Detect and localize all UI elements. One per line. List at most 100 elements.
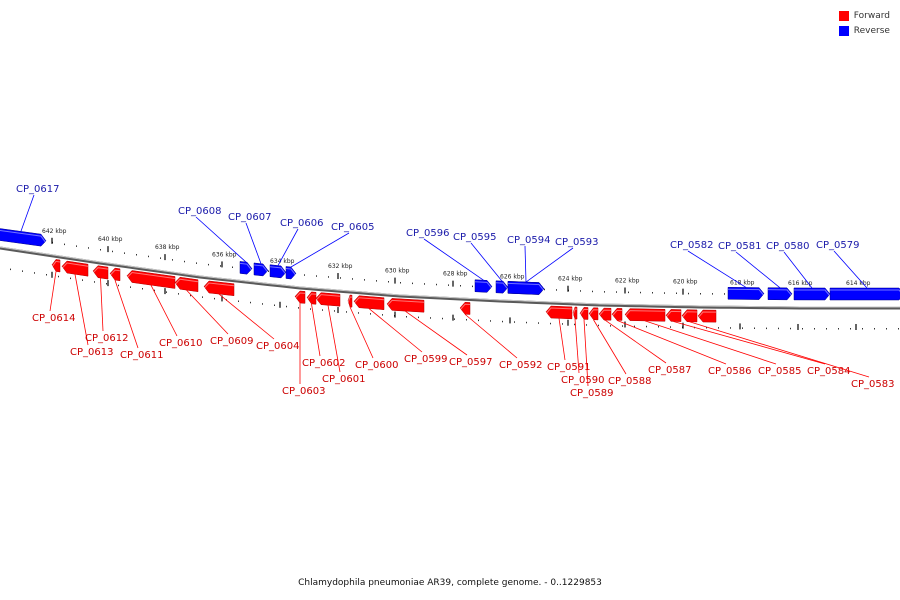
- guide-dot-lower: [634, 325, 635, 328]
- gene-arrow-highlight: [61, 262, 89, 269]
- gene-arrow-cp_0614: [51, 259, 61, 273]
- guide-dot-lower: [766, 327, 767, 330]
- gene-arrow-highlight: [239, 262, 253, 272]
- gene-arrow-cp_0597: [386, 298, 425, 313]
- guide-dot-lower: [874, 328, 875, 330]
- gene-arrow-highlight: [611, 309, 623, 317]
- guide-dot-lower: [10, 268, 11, 271]
- gene-leader-line: [574, 318, 580, 374]
- guide-dot-lower: [538, 322, 539, 324]
- guide-dot-upper: [220, 265, 221, 267]
- gene-leader-line: [100, 278, 104, 332]
- gene-label-cp_0581: CP_0581: [718, 241, 761, 252]
- scale-tick-label: 642 kbp: [42, 228, 67, 235]
- gene-label-cp_0602: CP_0602: [302, 358, 345, 369]
- gene-arrow-cp_0586: [611, 308, 623, 321]
- guide-dot-lower: [130, 286, 131, 288]
- scale-tick-label: 630 kbp: [385, 268, 410, 275]
- gene-leader-line: [277, 228, 299, 266]
- guide-dot-upper: [64, 243, 65, 246]
- guide-dot-lower: [526, 321, 527, 324]
- gene-leader-line: [290, 232, 350, 268]
- gene-leader-line: [49, 271, 57, 312]
- guide-dot-lower: [142, 288, 143, 290]
- guide-dot-upper: [184, 260, 185, 263]
- forward-swatch: [838, 10, 849, 21]
- gene-arrow-cp_0581: [767, 287, 793, 301]
- guide-dot-lower: [754, 327, 755, 329]
- gene-leader-line: [186, 289, 229, 335]
- guide-dot-lower: [562, 323, 563, 325]
- scale-ticks-group: 642 kbp 640 kbp 638 kbp 636 kbp 634 kbp 632 k…: [42, 228, 871, 330]
- gene-label-cp_0589: CP_0589: [570, 388, 613, 399]
- gene-label-cp_0617: CP_0617: [16, 184, 59, 195]
- gene-arrow-highlight: [767, 289, 793, 297]
- guide-dot-lower: [838, 328, 839, 330]
- gene-leader-line: [311, 303, 321, 357]
- gene-arrow-highlight: [507, 282, 545, 292]
- guide-dot-lower: [274, 304, 275, 306]
- gene-label-cp_0607: CP_0607: [228, 212, 271, 223]
- backbone-group: [0, 234, 900, 330]
- guide-dot-lower: [454, 318, 455, 320]
- guide-dot-lower: [466, 319, 467, 321]
- guide-dot-upper: [592, 290, 593, 293]
- gene-leader-line: [464, 313, 518, 359]
- gene-leader-line: [368, 308, 423, 353]
- gene-arrow-highlight: [253, 264, 269, 273]
- scale-tick-label: 624 kbp: [558, 276, 583, 283]
- gene-label-cp_0580: CP_0580: [766, 241, 809, 252]
- gene-arrow-highlight: [306, 293, 317, 300]
- gene-leader-line: [593, 319, 627, 375]
- gene-arrow-highlight: [793, 289, 831, 297]
- guide-dot-lower: [178, 293, 179, 295]
- guide-dot-lower: [898, 328, 899, 330]
- guide-dot-lower: [70, 277, 71, 280]
- guide-dot-lower: [94, 281, 95, 283]
- guide-dot-lower: [430, 317, 431, 319]
- gene-arrow-highlight: [51, 260, 61, 268]
- guide-dot-lower: [514, 321, 515, 323]
- gene-label-cp_0595: CP_0595: [453, 232, 496, 243]
- gene-label-cp_0593: CP_0593: [555, 237, 598, 248]
- guide-dot-lower: [334, 310, 335, 312]
- gene-leader-line: [687, 250, 747, 288]
- gene-arrow-cp_0588: [588, 307, 599, 321]
- guide-dot-lower: [22, 270, 23, 272]
- gene-arrow-cp_0600: [347, 294, 353, 308]
- gene-leader-line: [74, 274, 89, 346]
- guide-dot-lower: [814, 328, 815, 330]
- scale-tick-label: 626 kbp: [500, 273, 525, 280]
- gene-arrow-highlight: [545, 307, 573, 315]
- gene-arrow-highlight: [203, 282, 235, 289]
- guide-dot-lower: [58, 275, 59, 278]
- guide-dot-upper: [268, 270, 269, 272]
- gene-arrow-highlight: [665, 310, 682, 318]
- guide-dot-lower: [238, 300, 239, 302]
- gene-leader-line: [327, 305, 341, 373]
- gene-arrow-highlight: [0, 230, 47, 244]
- gene-label-cp_0599: CP_0599: [404, 354, 447, 365]
- gene-arrow-highlight: [572, 308, 578, 316]
- gene-label-cp_0582: CP_0582: [670, 240, 713, 251]
- guide-dot-upper: [124, 252, 125, 254]
- guide-dot-lower: [790, 327, 791, 330]
- legend-reverse-label: Reverse: [853, 25, 890, 36]
- gene-arrow-cp_0596: [474, 279, 493, 293]
- gene-label-cp_0586: CP_0586: [708, 366, 751, 377]
- guide-dot-upper: [232, 266, 233, 268]
- gene-label-cp_0592: CP_0592: [499, 360, 542, 371]
- gene-leader-line: [558, 318, 566, 361]
- gene-arrow-cp_0601: [315, 292, 341, 307]
- guide-dot-upper: [604, 291, 605, 293]
- gene-arrow-cp_0611: [109, 267, 121, 282]
- guide-dot-lower: [622, 325, 623, 327]
- gene-label-cp_0605: CP_0605: [331, 222, 374, 233]
- guide-dot-lower: [358, 312, 359, 314]
- scale-tick-label: 634 kbp: [270, 258, 295, 265]
- gene-leader-line: [604, 319, 667, 364]
- guide-dot-lower: [490, 320, 491, 322]
- gene-arrow-cp_0579: [829, 287, 900, 301]
- gene-leader-line: [783, 251, 813, 289]
